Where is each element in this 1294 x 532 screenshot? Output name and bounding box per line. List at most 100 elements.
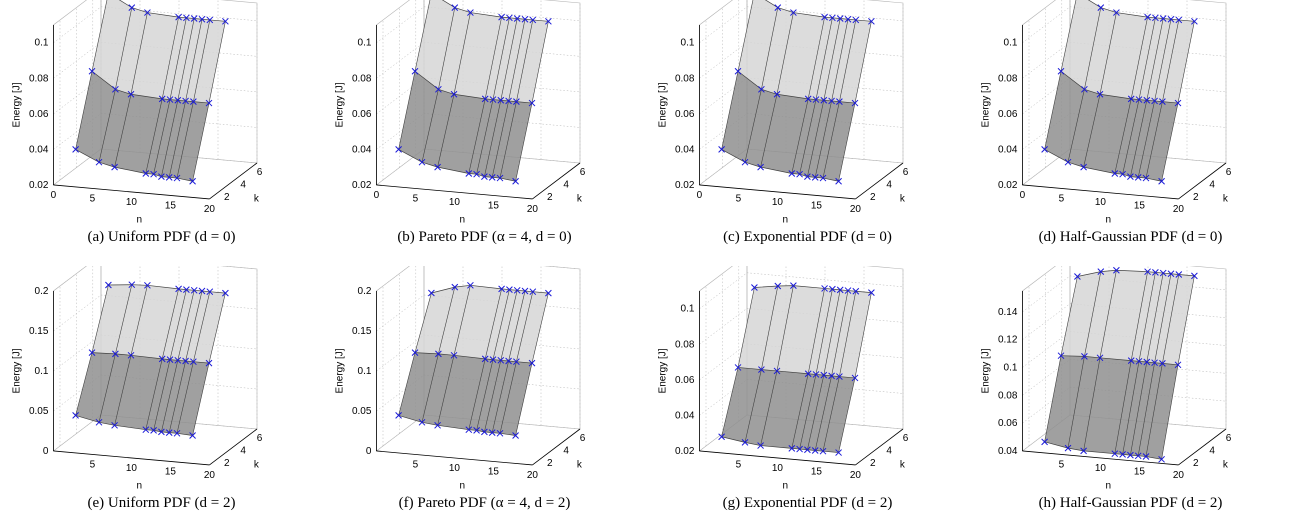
surface-patch — [193, 19, 226, 104]
data-point — [467, 281, 474, 289]
surface-patch — [1114, 360, 1139, 455]
surface-patch — [807, 375, 832, 451]
data-point — [174, 356, 182, 364]
data-point — [1127, 95, 1135, 103]
k-axis-label: k — [1223, 194, 1229, 205]
surface-patch — [761, 285, 794, 371]
surface-patch — [831, 290, 856, 377]
data-point — [718, 433, 725, 441]
surface-chart: 0.02 0.04 0.06 0.08 0.1 0 5 10 15 20 246 n k Energy [… — [657, 0, 909, 226]
n-tick-label: 5 — [413, 193, 419, 204]
z-tick-label: 0.14 — [998, 307, 1018, 318]
n-axis-label: n — [459, 215, 465, 226]
data-point — [1159, 360, 1166, 367]
k-axis — [532, 428, 581, 466]
data-point — [1113, 9, 1120, 16]
data-point — [1119, 170, 1126, 178]
energy-axis-label: Energy [J] — [980, 348, 991, 393]
data-point — [450, 351, 458, 359]
data-point — [189, 432, 196, 439]
data-point — [1097, 268, 1105, 276]
surface-patch — [99, 89, 131, 168]
chart-panel-e: 0 0.05 0.1 0.15 0.2 5 10 15 20 2 4 6 n k Energy [J] (e)… — [0, 266, 323, 532]
data-point — [819, 174, 827, 182]
z-tick-label: 0.06 — [29, 109, 49, 120]
k-axis-label: k — [254, 460, 260, 471]
chart-panel-g: 0.02 0.04 0.06 0.08 0.1 5 10 15 20 2 4 6 n k Energy [J… — [646, 266, 969, 532]
surface-patch — [738, 0, 778, 90]
data-point — [836, 15, 844, 22]
surface-patch — [1083, 357, 1132, 454]
z-tick-label: 0.05 — [29, 406, 49, 417]
data-point — [1080, 163, 1087, 171]
surface-patch — [437, 94, 486, 174]
surface-patch — [177, 290, 202, 361]
z-gridline — [699, 308, 904, 345]
data-point — [166, 96, 174, 103]
surface-patch — [777, 12, 825, 99]
data-point — [1175, 271, 1183, 278]
surface-patch — [1154, 19, 1179, 102]
data-point — [411, 67, 419, 75]
k-tick-label: 4 — [886, 180, 892, 191]
z-gridline — [1022, 6, 1227, 43]
data-point — [734, 67, 742, 75]
surface-patch — [839, 291, 872, 378]
data-point — [811, 447, 819, 454]
surface-patch — [1131, 17, 1156, 100]
surface-patch — [516, 19, 549, 104]
data-point — [1151, 359, 1158, 367]
data-point — [1096, 90, 1104, 98]
data-point — [1174, 361, 1182, 369]
n-tick-label: 20 — [204, 470, 216, 481]
k-axis-label: k — [900, 460, 906, 471]
data-point — [1174, 99, 1182, 107]
surface-patch — [1146, 18, 1171, 101]
n-tick-label: 5 — [90, 459, 96, 470]
data-point — [836, 286, 844, 294]
data-point — [796, 445, 803, 453]
data-point — [829, 14, 836, 22]
data-point — [182, 97, 189, 105]
k-tick-label: 6 — [1226, 433, 1232, 444]
data-point — [395, 412, 402, 419]
chart-panel-c: 0.02 0.04 0.06 0.08 0.1 0 5 10 15 20 2 4 6 n k Energy [… — [646, 0, 969, 266]
k-tick-label: 6 — [257, 433, 263, 444]
surface-patch — [75, 71, 116, 163]
k-tick-label: 4 — [563, 180, 569, 191]
surface-patch — [823, 289, 848, 376]
data-point — [205, 359, 213, 367]
surface-patch — [115, 7, 148, 95]
n-tick-label: 5 — [90, 193, 96, 204]
data-point — [852, 287, 860, 295]
k-tick-label: 6 — [903, 433, 909, 444]
surface-patch — [185, 291, 210, 362]
k-axis-label: k — [254, 194, 260, 205]
panel-caption: (g) Exponential PDF (d = 2) — [722, 495, 893, 511]
surface-patch — [161, 360, 186, 433]
data-point — [450, 90, 458, 98]
data-point — [128, 4, 136, 11]
data-point — [465, 170, 473, 177]
data-point — [790, 282, 797, 290]
surface-patch — [115, 284, 148, 356]
n-tick-label: 5 — [1059, 459, 1065, 470]
surface-patch — [398, 71, 439, 163]
k-axis — [855, 162, 904, 200]
n-tick-label: 20 — [204, 204, 216, 215]
z-tick-label: 0.02 — [352, 180, 372, 191]
data-point — [112, 85, 119, 93]
data-point — [1134, 174, 1142, 181]
data-point — [1134, 452, 1142, 460]
surface-patch — [162, 17, 187, 100]
data-point — [190, 15, 198, 22]
n-tick-label: 10 — [772, 463, 784, 474]
data-point — [1096, 354, 1104, 362]
surface-patch — [92, 284, 132, 354]
surface-patch — [485, 17, 510, 100]
data-point — [1041, 438, 1048, 446]
surface-patch — [815, 100, 840, 179]
data-point — [796, 170, 803, 178]
z-tick-label: 0.1 — [35, 366, 49, 377]
data-point — [496, 429, 504, 437]
